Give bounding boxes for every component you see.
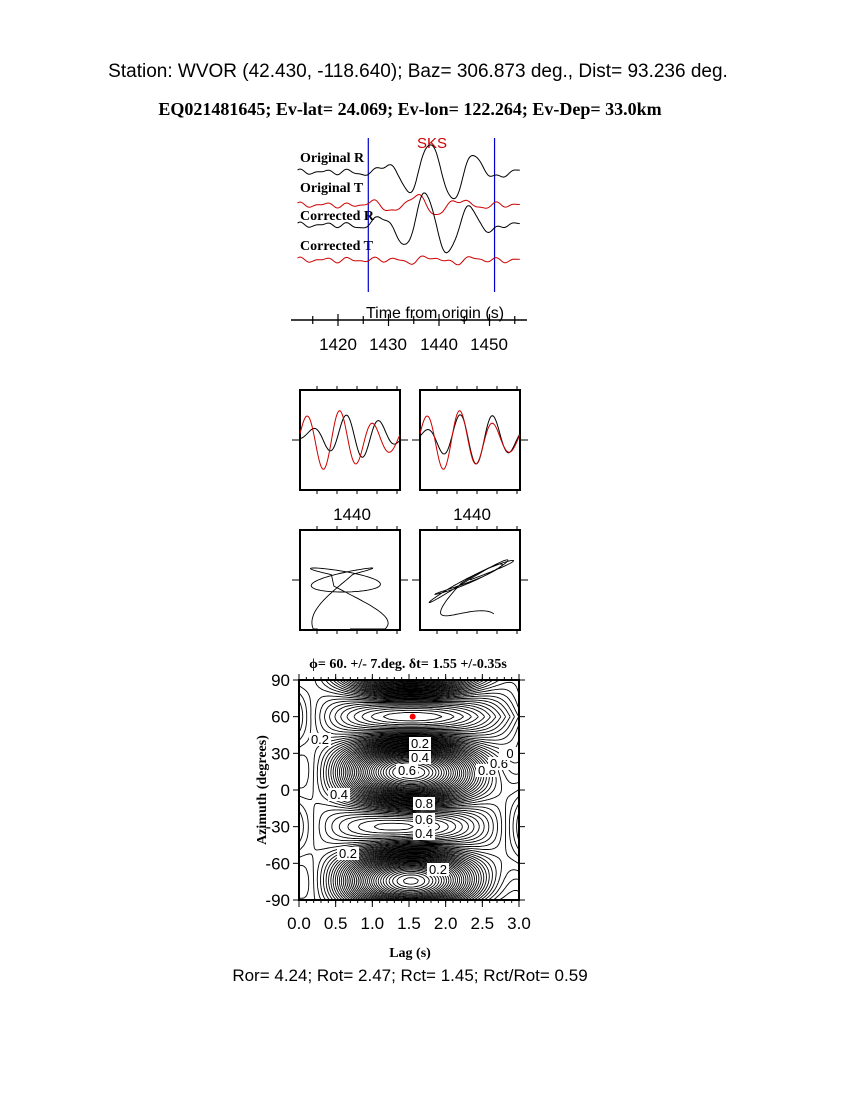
transverse-trace (299, 410, 401, 470)
trace-label: Original R (300, 151, 365, 166)
contour-label-bg (409, 737, 431, 750)
contour-label-bg (309, 733, 331, 746)
x-tick-label: 1420 (319, 335, 357, 354)
corrected-r-trace (297, 192, 520, 254)
x-tick-label: 0.5 (324, 914, 348, 933)
contour-label: 0.6 (398, 763, 416, 778)
contour-label: 0.8 (415, 796, 433, 811)
transverse-trace (419, 410, 521, 470)
contour-label-bg (409, 751, 431, 764)
particle-motion-corrected (428, 559, 515, 617)
x-tick-label: 1440 (453, 505, 491, 524)
y-tick-label: -60 (265, 854, 290, 873)
x-tick-label: 1440 (420, 335, 458, 354)
radial-trace (299, 414, 401, 458)
contour-line (329, 702, 497, 838)
contour-label: 0.2 (311, 732, 329, 747)
y-tick-label: 0 (281, 781, 290, 800)
x-tick-label: 0.0 (287, 914, 311, 933)
best-fit-marker (409, 713, 416, 720)
trace-label: Corrected T (300, 239, 374, 254)
contour-label: 0.2 (339, 846, 357, 861)
contour-label: 0 (506, 746, 513, 761)
y-tick-label: 60 (271, 708, 290, 727)
x-axis-label: Time from origin (s) (366, 305, 504, 322)
particle-motion-original (309, 567, 389, 630)
contour-label-bg (427, 863, 449, 876)
ratio-summary: Ror= 4.24; Rot= 2.47; Rct= 1.45; Rct/Rot… (232, 966, 587, 985)
contour-label: 0.4 (330, 787, 348, 802)
contour-label-bg (413, 827, 435, 840)
contour-label: 0.2 (429, 862, 447, 877)
contour-label-bg (396, 764, 418, 777)
contour-label-bg (488, 757, 510, 770)
contour-line (370, 709, 455, 724)
contour-line (298, 679, 515, 901)
seismogram-panel: SKS Original R Original T Corrected R Co… (291, 135, 527, 354)
x-tick-label: 1430 (369, 335, 407, 354)
contour-label: 0.2 (411, 736, 429, 751)
contour-line (346, 705, 479, 831)
contour-label-bg (413, 813, 435, 826)
contour-line (367, 752, 456, 901)
contour-label-bg (413, 797, 435, 810)
contour-label: 0.6 (415, 812, 433, 827)
x-tick-label: 1.5 (397, 914, 421, 933)
contour-line (324, 700, 502, 840)
contour-label-bg (328, 788, 350, 801)
event-title: EQ021481645; Ev-lat= 24.069; Ev-lon= 122… (158, 99, 661, 119)
y-tick-label: -30 (265, 818, 290, 837)
x-tick-label: 1450 (470, 335, 508, 354)
original-particle-motion-box (299, 529, 401, 631)
x-axis-label: Lag (s) (389, 946, 431, 961)
y-tick-label: 30 (271, 744, 290, 763)
contour-line (353, 706, 472, 727)
trace-label: Corrected R (300, 209, 375, 224)
plot-title: ϕ= 60. +/- 7.deg. δt= 1.55 +/-0.35s (309, 657, 507, 672)
contour-label: 0.4 (411, 750, 429, 765)
energy-contour-plot: ϕ= 60. +/- 7.deg. δt= 1.55 +/-0.35s 0.2 0… (255, 657, 531, 961)
contour-label-bg (337, 847, 359, 860)
contour-line (361, 708, 464, 726)
x-tick-label: 1440 (333, 505, 371, 524)
y-axis-label: Azimuth (degrees) (255, 735, 270, 845)
phase-label: SKS (417, 135, 447, 152)
x-tick-label: 2.5 (471, 914, 495, 933)
x-tick-label: 3.0 (507, 914, 531, 933)
waveform-comparison-panels: 1440 1440 (292, 386, 528, 634)
x-tick-label: 2.0 (434, 914, 458, 933)
contour-line (385, 760, 437, 893)
y-tick-label: 90 (271, 671, 290, 690)
contour-label-bg (499, 747, 521, 760)
contour-label: 0.4 (415, 826, 433, 841)
station-title: Station: WVOR (42.430, -118.640); Baz= 3… (108, 61, 728, 82)
trace-label: Original T (300, 181, 364, 196)
y-tick-label: -90 (265, 891, 290, 910)
contour-line (383, 712, 443, 722)
original-t-trace (297, 193, 520, 215)
x-tick-label: 1.0 (361, 914, 385, 933)
original-r-trace (297, 144, 520, 200)
corrected-t-trace (297, 255, 520, 266)
